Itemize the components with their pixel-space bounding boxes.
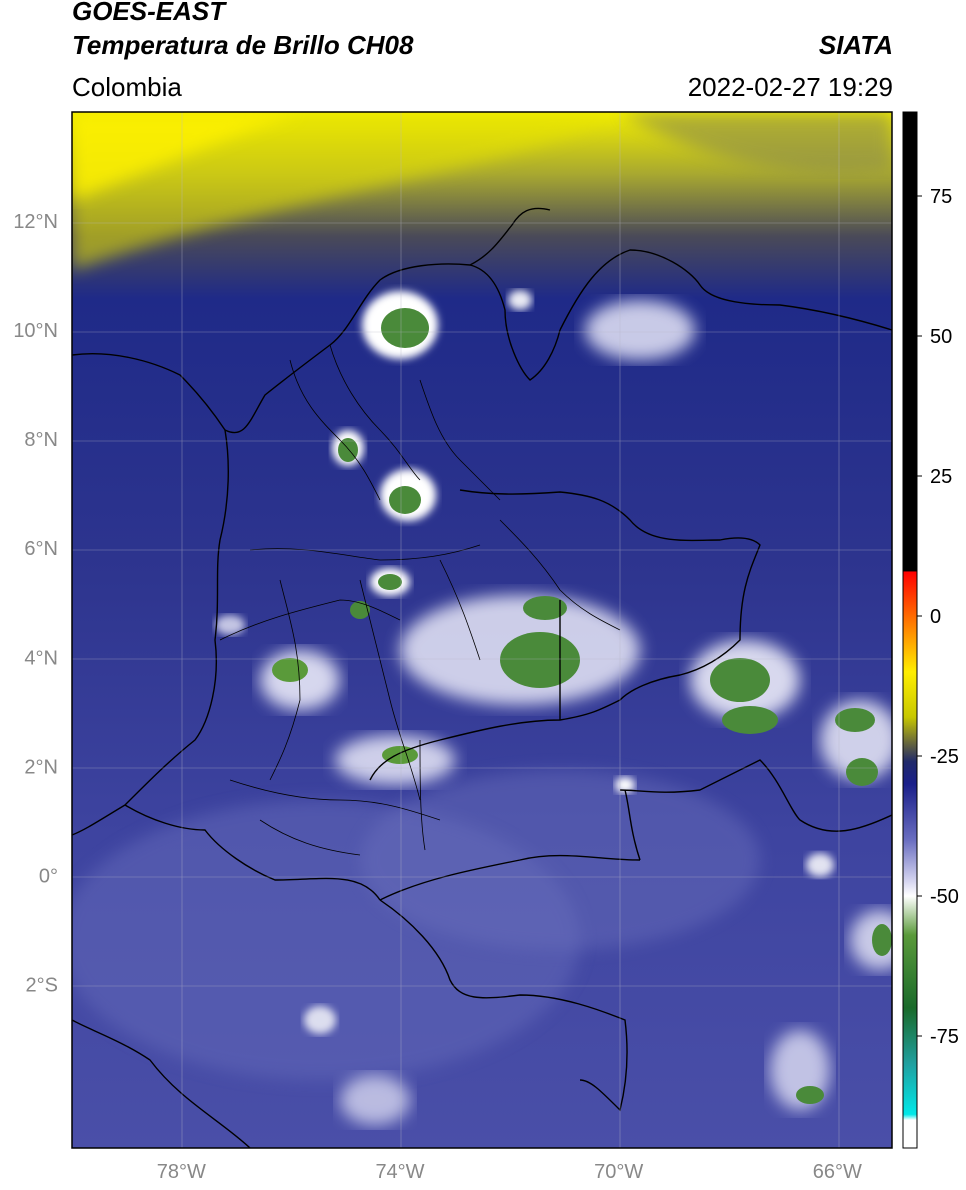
product-title: Temperatura de Brillo CH08 (72, 30, 414, 60)
latitude-axis: 12°N 10°N 8°N 6°N 4°N 2°N 0° 2°S (13, 211, 58, 996)
colorbar-tick-label: 25 (930, 466, 952, 488)
map-frame (71, 111, 893, 1149)
colorbar-tick-label: 75 (930, 186, 952, 208)
lat-tick-label: 0° (39, 865, 58, 887)
lat-tick-label: 10°N (13, 320, 58, 342)
source-label: SIATA (818, 30, 893, 60)
lat-tick-label: 6°N (24, 538, 58, 560)
colorbar-tick-label: 0 (930, 606, 941, 628)
lat-tick-label: 12°N (13, 211, 58, 233)
datetime-label: 2022-02-27 19:29 (687, 72, 893, 102)
lat-tick-label: 8°N (24, 429, 58, 451)
department-boundaries (219, 344, 621, 856)
graticule (72, 112, 892, 1148)
lon-tick-label: 66°W (813, 1161, 862, 1183)
region-label: Colombia (72, 72, 182, 102)
colorbar-tick-label: -25 (930, 746, 959, 768)
lon-tick-label: 70°W (594, 1161, 643, 1183)
longitude-axis: 78°W 74°W 70°W 66°W (157, 1161, 862, 1183)
colorbar-tick-label: -75 (930, 1026, 959, 1048)
lon-tick-label: 78°W (157, 1161, 206, 1183)
colorbar-tick-label: 50 (930, 326, 952, 348)
imagery-layer (72, 112, 892, 1148)
colorbar-tick-label: -50 (930, 886, 959, 908)
colorbar: 75 50 25 0 -25 -50 -75 (902, 111, 959, 1149)
satellite-title: GOES-EAST (72, 0, 226, 26)
cloud-patches (215, 290, 892, 1125)
lat-tick-label: 4°N (24, 647, 58, 669)
lat-tick-label: 2°S (26, 974, 58, 996)
lon-tick-label: 74°W (375, 1161, 424, 1183)
lat-tick-label: 2°N (24, 756, 58, 778)
country-boundaries (72, 207, 892, 1148)
